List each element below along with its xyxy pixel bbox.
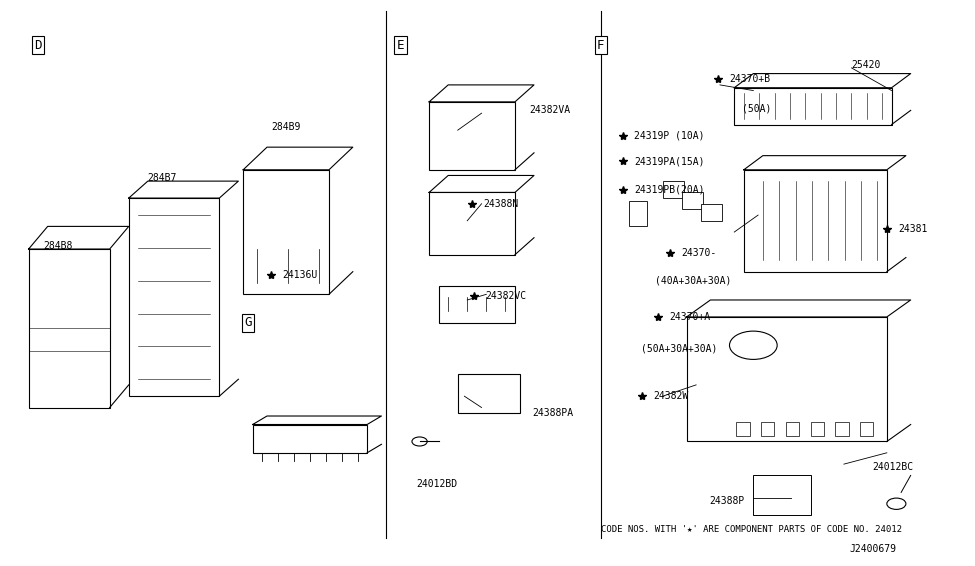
Text: 284B9: 284B9 xyxy=(272,122,301,132)
Bar xyxy=(736,422,750,436)
Text: (40A+30A+30A): (40A+30A+30A) xyxy=(655,275,731,285)
Text: 284B7: 284B7 xyxy=(148,173,177,183)
Text: 24370+A: 24370+A xyxy=(670,312,711,322)
Bar xyxy=(429,192,515,255)
Text: CODE NOS. WITH '★' ARE COMPONENT PARTS OF CODE NO. 24012: CODE NOS. WITH '★' ARE COMPONENT PARTS O… xyxy=(601,525,902,534)
Bar xyxy=(663,181,683,198)
Text: 24319PB(20A): 24319PB(20A) xyxy=(634,185,705,195)
Bar xyxy=(429,102,515,170)
Text: 24388PA: 24388PA xyxy=(532,408,573,418)
Text: 24382VA: 24382VA xyxy=(529,105,570,115)
Bar xyxy=(860,422,874,436)
Text: 24388P: 24388P xyxy=(710,496,745,506)
Text: 24319P (10A): 24319P (10A) xyxy=(634,131,705,141)
Bar xyxy=(734,88,891,125)
Text: 24382W: 24382W xyxy=(653,391,688,401)
Text: 24319PA(15A): 24319PA(15A) xyxy=(634,156,705,166)
Text: 24136U: 24136U xyxy=(282,269,318,280)
Text: F: F xyxy=(597,39,604,52)
Text: 24382VC: 24382VC xyxy=(486,291,526,301)
Bar xyxy=(686,317,887,441)
Text: 24381: 24381 xyxy=(898,224,927,234)
Bar xyxy=(243,170,329,294)
Text: 24388N: 24388N xyxy=(484,199,519,209)
Bar xyxy=(129,198,219,396)
Bar xyxy=(457,374,520,413)
Bar xyxy=(701,204,722,221)
FancyBboxPatch shape xyxy=(754,475,810,515)
Text: 24012BC: 24012BC xyxy=(873,462,914,472)
Bar xyxy=(760,422,774,436)
Text: 24370+B: 24370+B xyxy=(729,74,770,84)
Bar xyxy=(744,170,887,272)
Bar xyxy=(836,422,848,436)
Text: D: D xyxy=(34,39,42,52)
Text: J2400679: J2400679 xyxy=(849,544,896,554)
Bar xyxy=(253,424,368,453)
Text: G: G xyxy=(244,316,252,329)
Bar xyxy=(630,201,646,226)
Text: (50A): (50A) xyxy=(742,104,771,114)
Text: E: E xyxy=(397,39,405,52)
Text: 25420: 25420 xyxy=(851,60,881,70)
Text: 284B8: 284B8 xyxy=(43,241,72,251)
Bar xyxy=(439,286,515,323)
Bar xyxy=(810,422,824,436)
Bar xyxy=(682,192,703,209)
Text: 24012BD: 24012BD xyxy=(416,479,458,489)
FancyBboxPatch shape xyxy=(28,249,109,408)
Text: 24370-: 24370- xyxy=(682,248,717,258)
Bar xyxy=(786,422,799,436)
Text: (50A+30A+30A): (50A+30A+30A) xyxy=(641,343,718,353)
